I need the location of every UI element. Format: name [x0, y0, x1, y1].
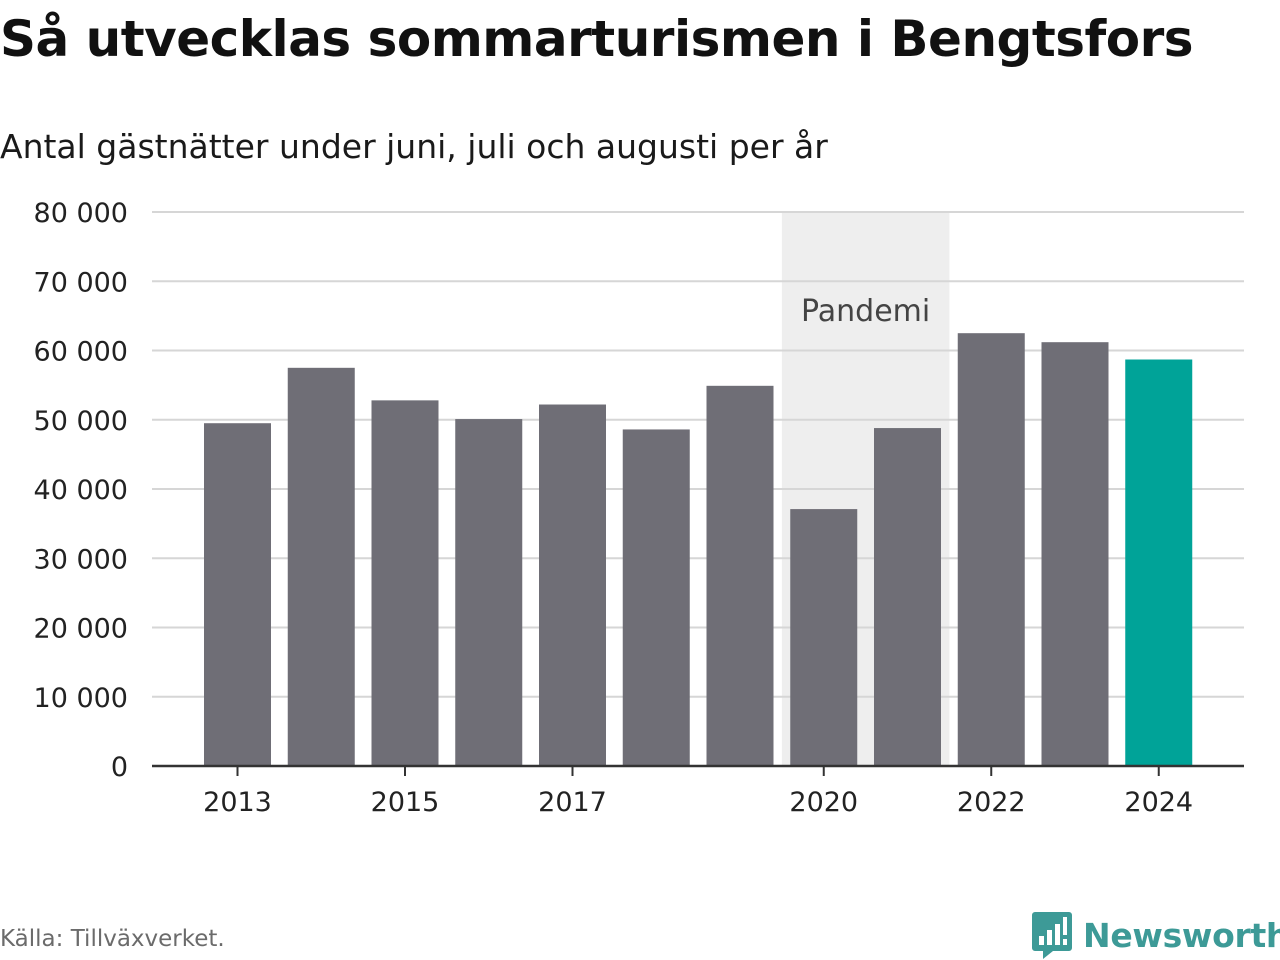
newsworthy-logo-icon	[1032, 912, 1072, 959]
x-tick-label: 2017	[538, 787, 607, 818]
bar-2020	[790, 509, 858, 766]
bar-2015	[371, 400, 439, 766]
brand-logo: Newsworthy	[1031, 910, 1280, 960]
bar-2021	[874, 428, 941, 766]
x-tick-label: 2015	[371, 787, 440, 818]
bar-2024	[1125, 359, 1193, 766]
y-tick-label: 10 000	[34, 683, 128, 714]
x-tick-label: 2020	[789, 787, 858, 818]
x-tick-label: 2013	[203, 787, 272, 818]
bar-2013	[204, 423, 271, 766]
bar-2018	[622, 429, 690, 766]
y-tick-label: 40 000	[34, 475, 128, 506]
x-tick-label: 2022	[957, 787, 1026, 818]
bar-2023	[1041, 342, 1109, 766]
brand-name: Newsworthy	[1083, 915, 1280, 955]
y-tick-label: 70 000	[34, 267, 128, 298]
y-tick-label: 60 000	[34, 337, 128, 368]
axes: 0 10 000 20 000 30 000 40 000 50 000 60 000 70 …	[34, 198, 1244, 818]
pandemic-band-label: Pandemi	[801, 294, 930, 329]
bars	[204, 333, 1193, 766]
y-tick-label: 0	[111, 752, 128, 783]
y-tick-label: 30 000	[34, 544, 128, 575]
chart-subtitle: Antal gästnätter under juni, juli och au…	[0, 127, 828, 166]
source-note: Källa: Tillväxverket.	[0, 926, 225, 952]
x-tick-label: 2024	[1124, 787, 1193, 818]
bar-2022	[957, 333, 1025, 766]
chart-title: Så utvecklas sommarturismen i Bengtsfors	[0, 10, 1194, 68]
y-tick-label: 20 000	[34, 614, 128, 645]
y-tick-label: 80 000	[34, 198, 128, 229]
bar-2014	[287, 367, 355, 766]
y-tick-label: 50 000	[34, 406, 128, 437]
bar-2017	[539, 404, 606, 766]
bar-2019	[706, 385, 774, 766]
bar-2016	[455, 419, 523, 766]
